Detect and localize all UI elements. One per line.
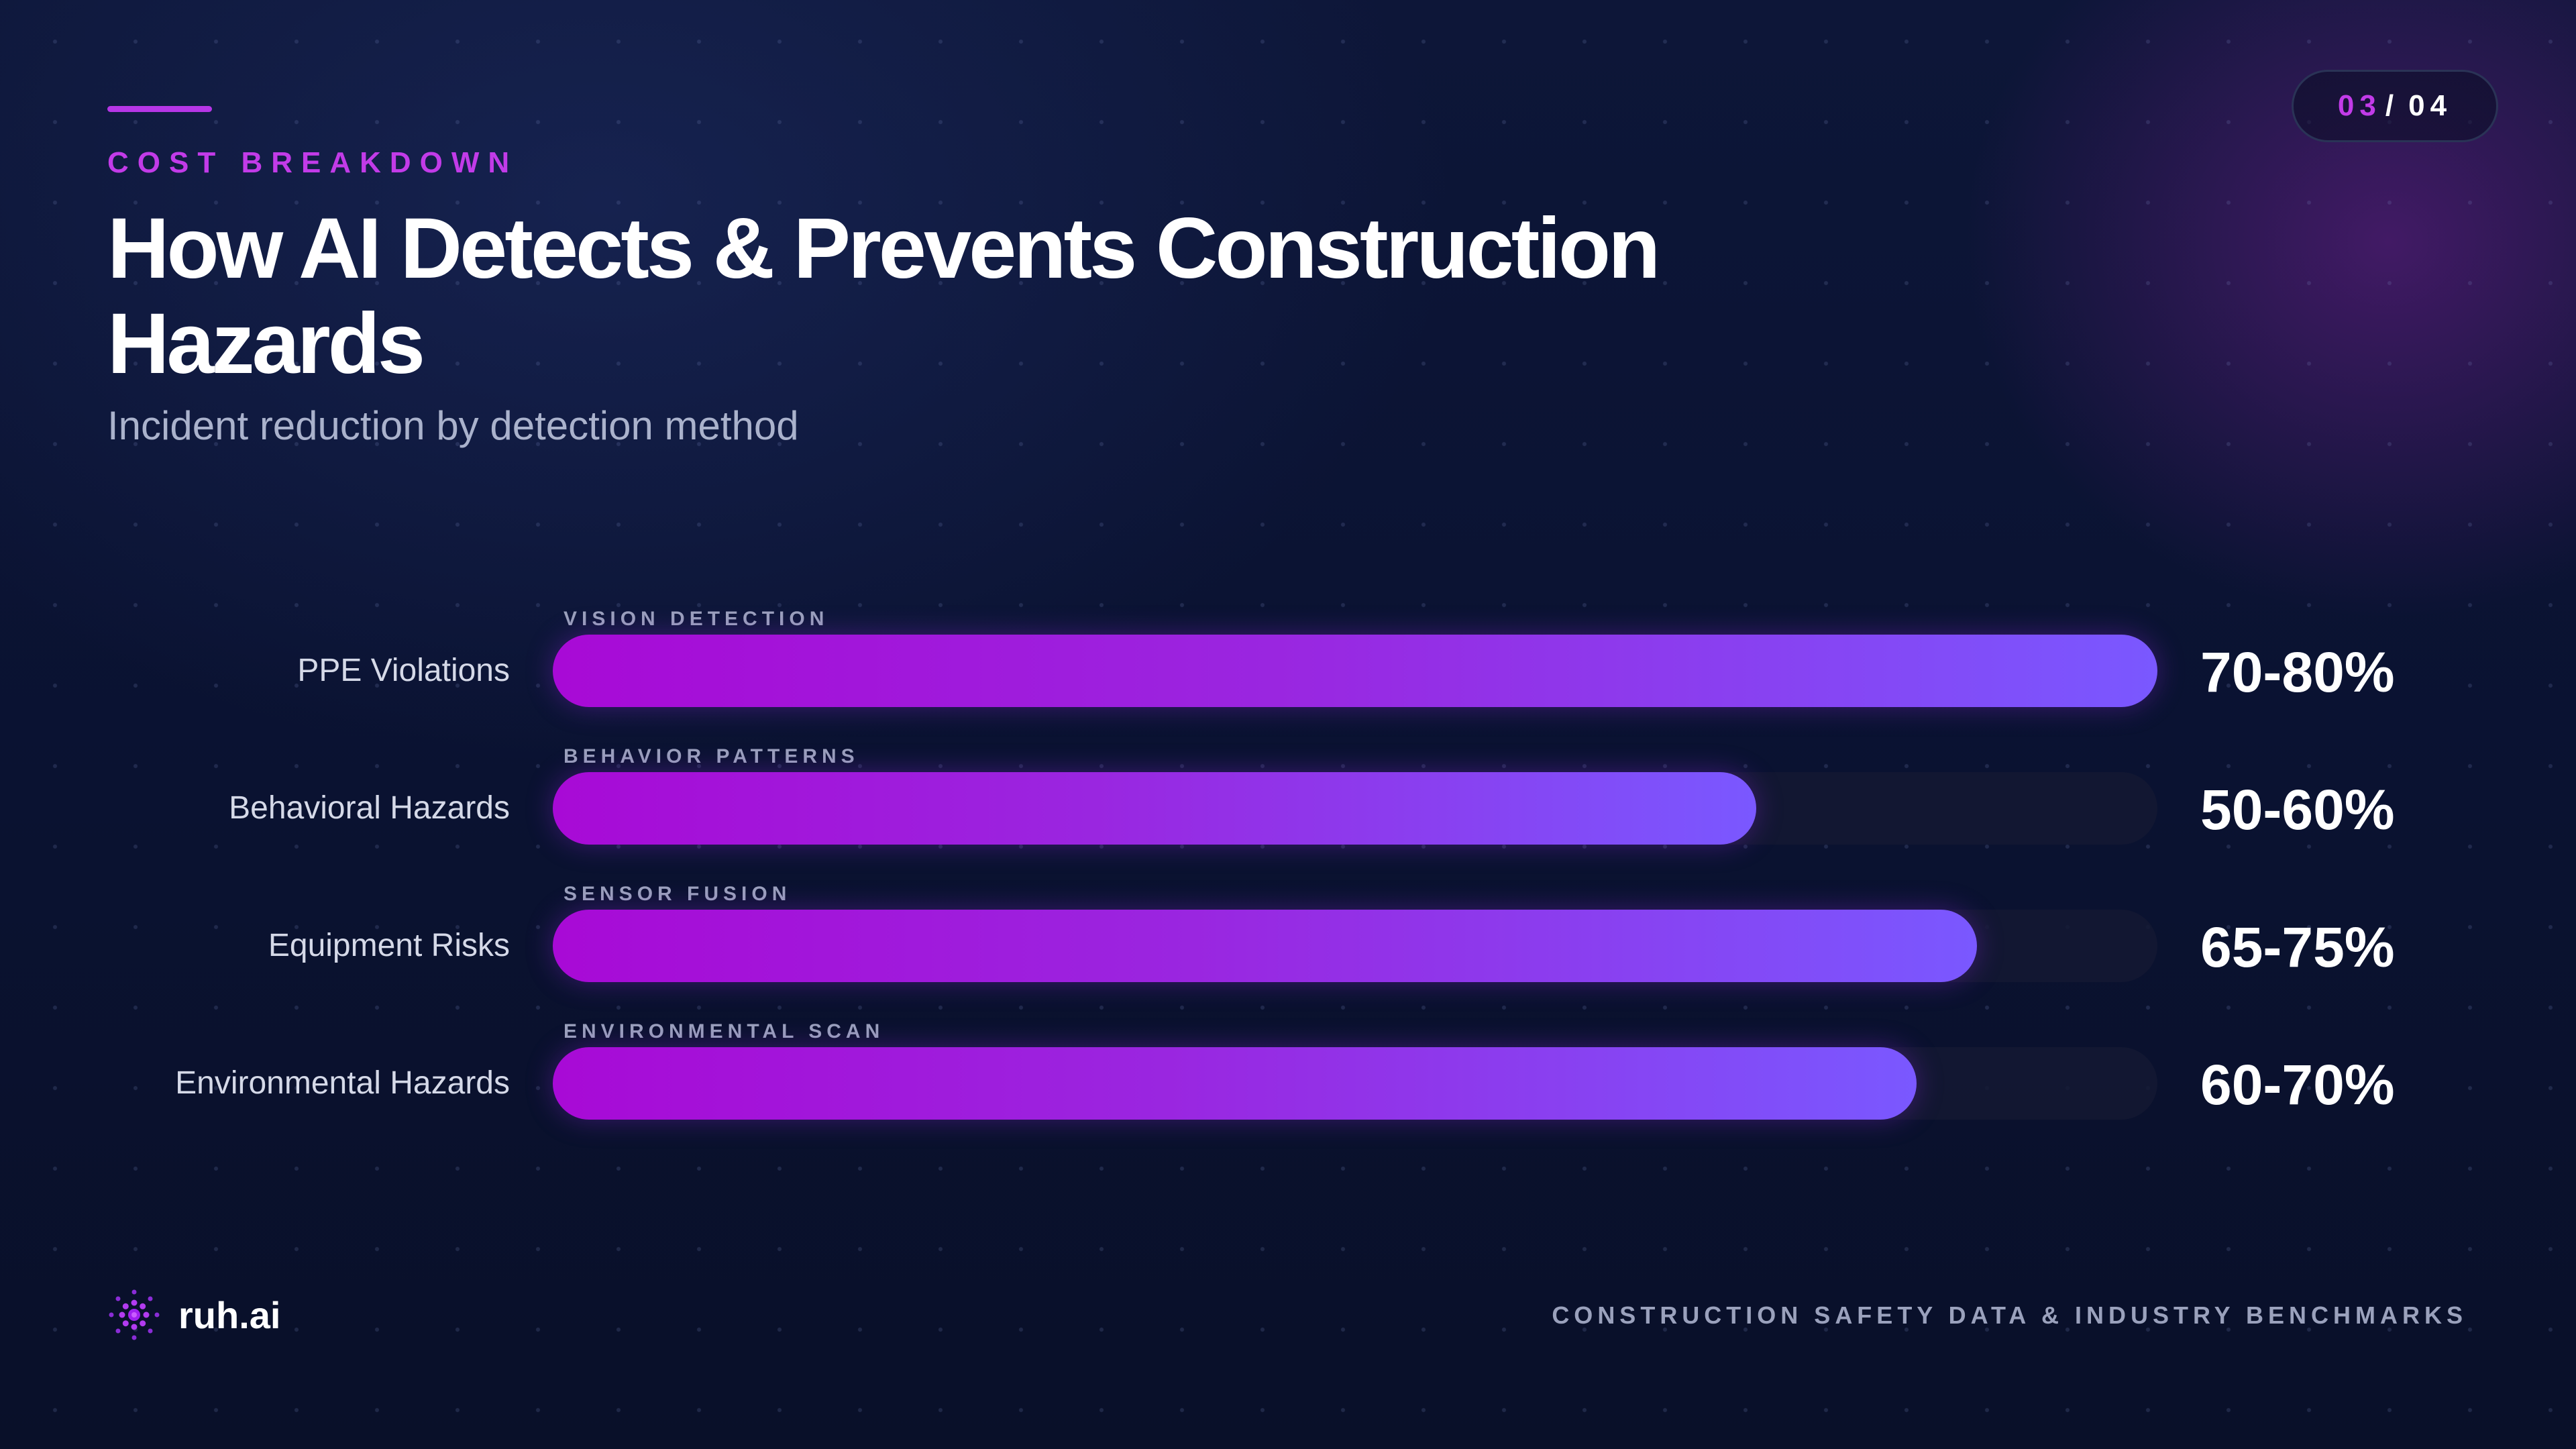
page-separator: /	[2385, 89, 2400, 122]
bar-track	[553, 635, 2157, 707]
page-counter: 03 / 04	[2292, 70, 2498, 142]
bar	[553, 772, 1756, 845]
slide-title: How AI Detects & Prevents Construction H…	[107, 201, 1660, 392]
dotted-circle-logo-icon	[109, 1289, 160, 1340]
bar-row: PPE Violations VISION DETECTION 70-80%	[0, 590, 2576, 724]
bar-track	[553, 910, 2157, 982]
bar-track	[553, 772, 2157, 845]
category-label: Equipment Risks	[268, 928, 510, 963]
accent-line	[107, 106, 212, 112]
value-label: 60-70%	[2200, 1053, 2395, 1116]
value-label: 70-80%	[2200, 641, 2395, 704]
bar-track	[553, 1047, 2157, 1120]
page-total: 04	[2408, 89, 2453, 122]
value-label: 65-75%	[2200, 916, 2395, 979]
category-label: PPE Violations	[297, 653, 510, 688]
bar-row: Equipment Risks SENSOR FUSION 65-75%	[0, 865, 2576, 1000]
value-label: 50-60%	[2200, 778, 2395, 841]
brand-name: ruh.ai	[178, 1293, 281, 1336]
bar-row: Environmental Hazards ENVIRONMENTAL SCAN 6…	[0, 1003, 2576, 1137]
source-note: CONSTRUCTION SAFETY DATA & INDUSTRY BENC…	[1552, 1301, 2467, 1329]
bar-row: Behavioral Hazards BEHAVIOR PATTERNS 50-60…	[0, 728, 2576, 862]
method-tag: BEHAVIOR PATTERNS	[564, 745, 859, 767]
slide-subtitle: Incident reduction by detection method	[107, 403, 799, 448]
bar-chart: PPE Violations VISION DETECTION 70-80% Beha…	[0, 590, 2576, 1140]
bar	[553, 910, 1977, 982]
category-label: Behavioral Hazards	[229, 790, 510, 826]
brand-logo: ruh.ai	[107, 1288, 280, 1342]
section-eyebrow: COST BREAKDOWN	[107, 146, 519, 179]
method-tag: VISION DETECTION	[564, 608, 829, 630]
method-tag: ENVIRONMENTAL SCAN	[564, 1020, 885, 1042]
bar	[553, 635, 2157, 707]
bar	[553, 1047, 1917, 1120]
category-label: Environmental Hazards	[175, 1065, 510, 1101]
page-current: 03	[2337, 89, 2381, 122]
method-tag: SENSOR FUSION	[564, 883, 792, 905]
